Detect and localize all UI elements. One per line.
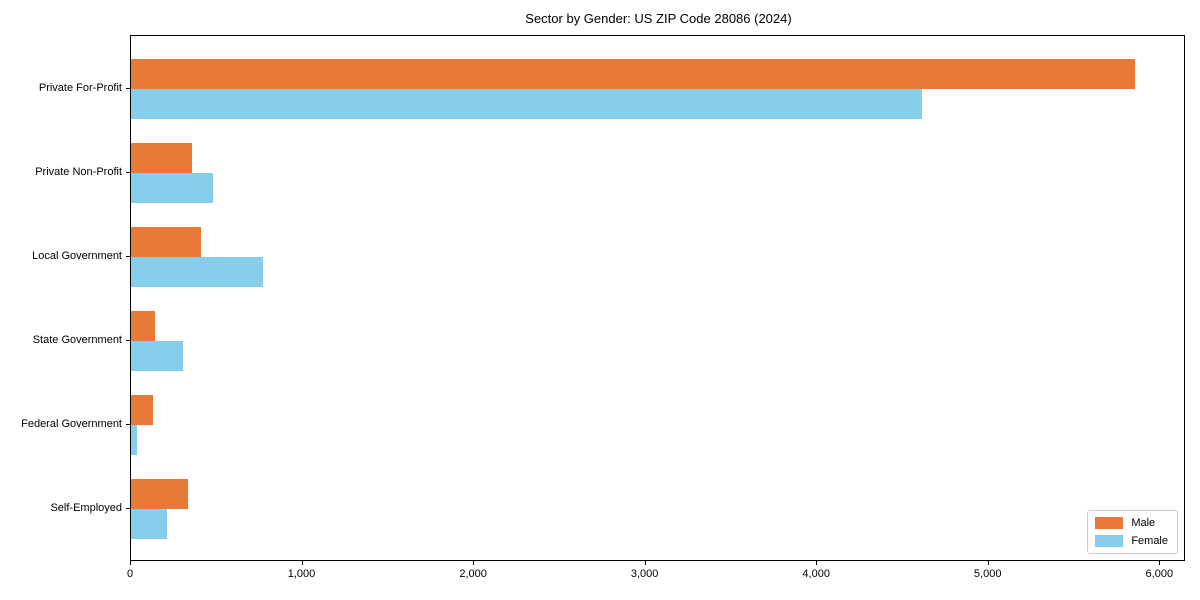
- y-category-label: Private For-Profit: [38, 82, 122, 94]
- bar-male-5: [131, 479, 188, 509]
- bar-female-4: [131, 425, 137, 455]
- y-axis-tick: [126, 424, 130, 425]
- x-tick-label: 6,000: [1145, 568, 1174, 580]
- legend-swatch-male: [1095, 517, 1124, 529]
- y-axis-tick: [126, 508, 130, 509]
- legend-swatch-female: [1095, 535, 1124, 547]
- bar-male-2: [131, 227, 201, 257]
- x-tick-label: 2,000: [459, 568, 487, 580]
- bar-male-0: [131, 59, 1136, 89]
- x-axis-tick: [130, 561, 131, 565]
- bar-male-1: [131, 143, 192, 173]
- x-tick-label: 1,000: [287, 568, 316, 580]
- legend-label-female: Female: [1131, 535, 1168, 547]
- x-axis-tick: [816, 561, 818, 565]
- y-axis-tick: [126, 88, 130, 89]
- x-axis-tick: [1159, 561, 1161, 565]
- x-tick-label: 3,000: [630, 568, 659, 580]
- x-tick-label: 4,000: [802, 568, 830, 580]
- legend-label-male: Male: [1131, 517, 1156, 529]
- x-axis-tick: [301, 561, 303, 565]
- bar-female-2: [131, 257, 264, 287]
- y-category-label: State Government: [32, 334, 122, 346]
- legend: Male Female: [1087, 510, 1178, 554]
- x-tick-label: 5,000: [973, 568, 1002, 580]
- x-axis-tick: [473, 561, 475, 565]
- chart-title: Sector by Gender: US ZIP Code 28086 (202…: [525, 11, 792, 26]
- y-axis-tick: [126, 340, 130, 341]
- y-category-label: Self-Employed: [50, 502, 122, 514]
- legend-entry-female: Female: [1095, 535, 1168, 547]
- x-tick-label: 0: [126, 568, 134, 580]
- x-axis-tick: [987, 561, 989, 565]
- y-axis-tick: [126, 256, 130, 257]
- bar-male-3: [131, 311, 155, 341]
- legend-entry-male: Male: [1095, 517, 1168, 529]
- plot-area: Male Female: [130, 35, 1185, 561]
- bar-female-5: [131, 509, 167, 539]
- bar-female-1: [131, 173, 214, 203]
- y-axis-tick: [126, 172, 130, 173]
- x-axis-tick: [644, 561, 646, 565]
- y-category-label: Federal Government: [21, 418, 122, 430]
- y-category-label: Local Government: [32, 250, 122, 262]
- y-category-label: Private Non-Profit: [35, 166, 122, 178]
- bar-female-3: [131, 341, 183, 371]
- bar-female-0: [131, 89, 922, 119]
- bar-male-4: [131, 395, 153, 425]
